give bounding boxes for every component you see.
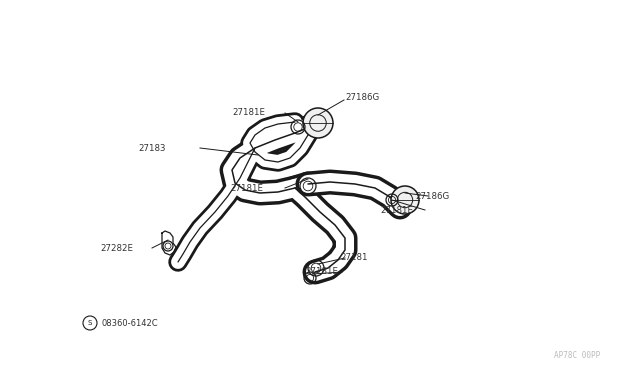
Text: 27181: 27181 [340,253,367,263]
Text: 27181E: 27181E [305,267,338,276]
Text: S: S [88,320,92,326]
Text: 08360-6142C: 08360-6142C [101,318,157,327]
Text: 27181E: 27181E [380,205,413,215]
Circle shape [391,186,419,214]
Text: AP78C 00PP: AP78C 00PP [554,350,600,359]
Text: 27181E: 27181E [232,108,265,116]
Text: 27181E: 27181E [230,183,263,192]
Text: 27186G: 27186G [345,93,380,102]
Text: 27186G: 27186G [415,192,449,201]
Circle shape [303,108,333,138]
Text: 27183: 27183 [138,144,166,153]
Text: 27282E: 27282E [100,244,133,253]
